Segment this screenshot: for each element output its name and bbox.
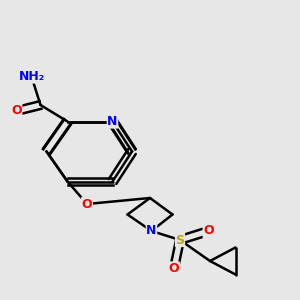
Text: O: O bbox=[82, 197, 92, 211]
Text: O: O bbox=[11, 104, 22, 118]
Text: NH₂: NH₂ bbox=[18, 70, 45, 83]
Text: N: N bbox=[146, 224, 157, 238]
Text: O: O bbox=[203, 224, 214, 238]
Text: O: O bbox=[169, 262, 179, 275]
Text: N: N bbox=[107, 115, 118, 128]
Text: S: S bbox=[176, 233, 184, 247]
